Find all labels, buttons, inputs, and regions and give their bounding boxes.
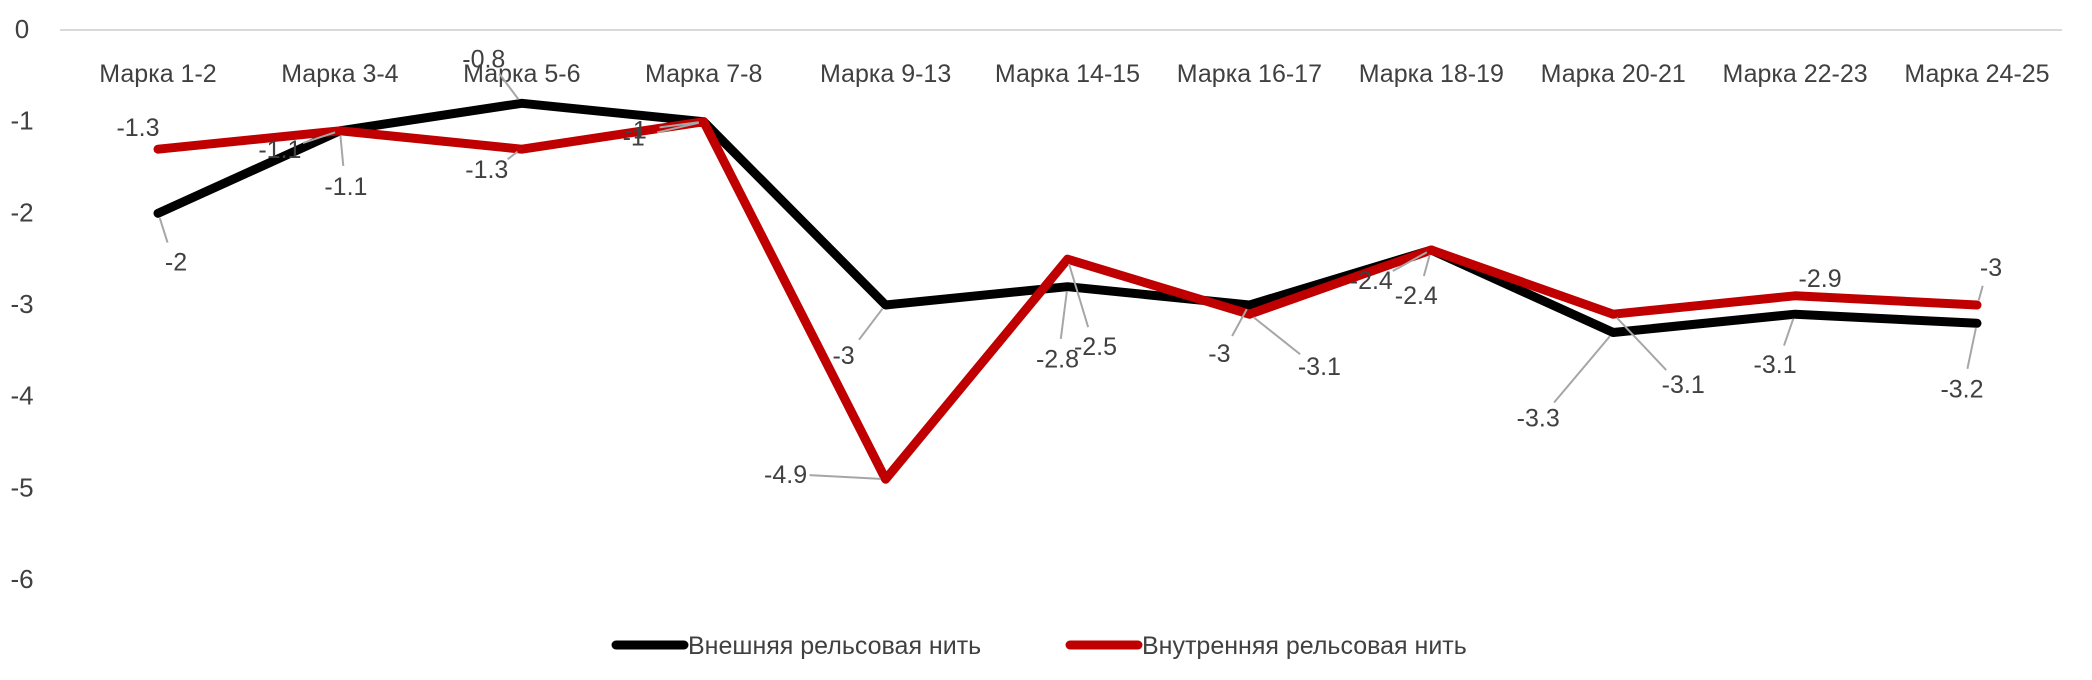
leader-line	[1392, 251, 1428, 272]
x-category-label: Марка 7-8	[645, 60, 762, 88]
leader-line	[1553, 335, 1611, 404]
leader-line	[1616, 317, 1667, 371]
y-tick-label: -1	[10, 106, 33, 136]
x-category-label: Марка 1-2	[99, 60, 216, 88]
y-tick-label: -3	[10, 289, 33, 319]
data-label: -3.1	[1754, 351, 1797, 379]
y-tick-label: -4	[10, 381, 33, 411]
data-label: -3.2	[1940, 375, 1983, 403]
series-line-2	[153, 117, 1982, 484]
x-category-label: Марка 24-25	[1904, 60, 2049, 88]
data-label: -3.1	[1662, 371, 1705, 399]
y-tick-label: -5	[10, 472, 33, 502]
leader-line	[1252, 316, 1301, 356]
data-label: -2.9	[1799, 265, 1842, 293]
leader-line	[1422, 254, 1431, 277]
leader-line	[339, 135, 345, 167]
legend-label-2: Внутренняя рельсовая нить	[1142, 632, 1467, 660]
axis-layer: 0 -1 -2 -3 -4 -5 -6 Марка 1-2 Марка 3-4 Марка 5-6…	[10, 14, 2062, 594]
label-layer: -2 -1.1 -0.8 -1 -3 -2.8 -3 -2.4 -3.3 -3.1 -3.2 -1.3…	[116, 45, 2002, 489]
data-point	[1974, 320, 1980, 327]
data-label: -0.8	[462, 45, 505, 73]
data-label: -2.8	[1036, 346, 1079, 374]
data-label: -1.3	[116, 114, 159, 142]
data-label: -3.3	[1517, 405, 1560, 433]
legend-label-1: Внешняя рельсовая нить	[688, 632, 981, 660]
data-point	[1792, 292, 1799, 299]
data-label: -2.4	[1350, 267, 1393, 295]
data-point	[1064, 283, 1071, 290]
y-tick-label: 0	[15, 14, 29, 44]
x-category-label: Марка 18-19	[1359, 60, 1504, 88]
y-tick-label: -6	[10, 564, 33, 594]
leader-line	[158, 217, 169, 243]
data-label: -4.9	[764, 461, 807, 489]
data-point	[1610, 311, 1617, 318]
x-category-label: Марка 16-17	[1177, 60, 1322, 88]
leader-layer	[158, 73, 1984, 480]
data-point	[1246, 302, 1253, 308]
leader-line	[498, 73, 520, 101]
data-point	[336, 127, 343, 134]
legend: Внешняя рельсовая нить Внутренняя рельсов…	[611, 632, 1467, 660]
x-category-label: Марка 9-13	[820, 60, 951, 88]
leader-line	[858, 308, 884, 341]
data-label: -2.4	[1395, 282, 1438, 310]
series-layer	[153, 98, 1982, 484]
data-point	[155, 146, 161, 153]
data-label: -3.1	[1298, 353, 1341, 381]
data-label: -1	[623, 124, 645, 152]
leader-line	[1059, 291, 1068, 339]
data-point	[518, 100, 525, 107]
data-point	[1610, 329, 1617, 336]
data-label: -1.1	[324, 173, 367, 201]
leader-line	[1977, 285, 1984, 301]
y-tick-label: -2	[10, 197, 33, 227]
data-label: -3	[1208, 340, 1230, 368]
data-label: -2	[165, 248, 187, 276]
leader-line	[1068, 263, 1090, 328]
data-label: -1	[625, 117, 647, 145]
x-category-label: Марка 14-15	[995, 60, 1140, 88]
x-category-label: Марка 22-23	[1722, 60, 1867, 88]
data-point	[1246, 311, 1253, 318]
data-label: -1.1	[258, 136, 301, 164]
data-point	[882, 476, 889, 483]
x-category-label: Марка 3-4	[281, 60, 398, 88]
data-point	[1064, 256, 1071, 263]
data-label: -3	[832, 342, 854, 370]
leader-line	[659, 121, 699, 129]
leader-line	[302, 131, 336, 145]
data-point	[518, 146, 525, 153]
leader-line	[1783, 318, 1795, 346]
data-point	[1974, 302, 1980, 308]
data-point	[155, 210, 161, 217]
data-label: -1.3	[465, 156, 508, 184]
x-category-label: Марка 5-6	[463, 60, 580, 88]
data-point	[882, 302, 889, 308]
data-label: -2.5	[1074, 333, 1117, 361]
data-point	[700, 118, 707, 125]
data-label: -3	[1980, 254, 2002, 282]
data-point	[1792, 311, 1799, 318]
leader-line	[507, 150, 519, 161]
leader-line	[809, 474, 881, 480]
x-category-label: Марка 20-21	[1541, 60, 1686, 88]
leader-line	[1966, 328, 1977, 370]
data-point	[1428, 247, 1435, 253]
leader-line	[1231, 308, 1248, 337]
leader-line	[656, 121, 700, 134]
